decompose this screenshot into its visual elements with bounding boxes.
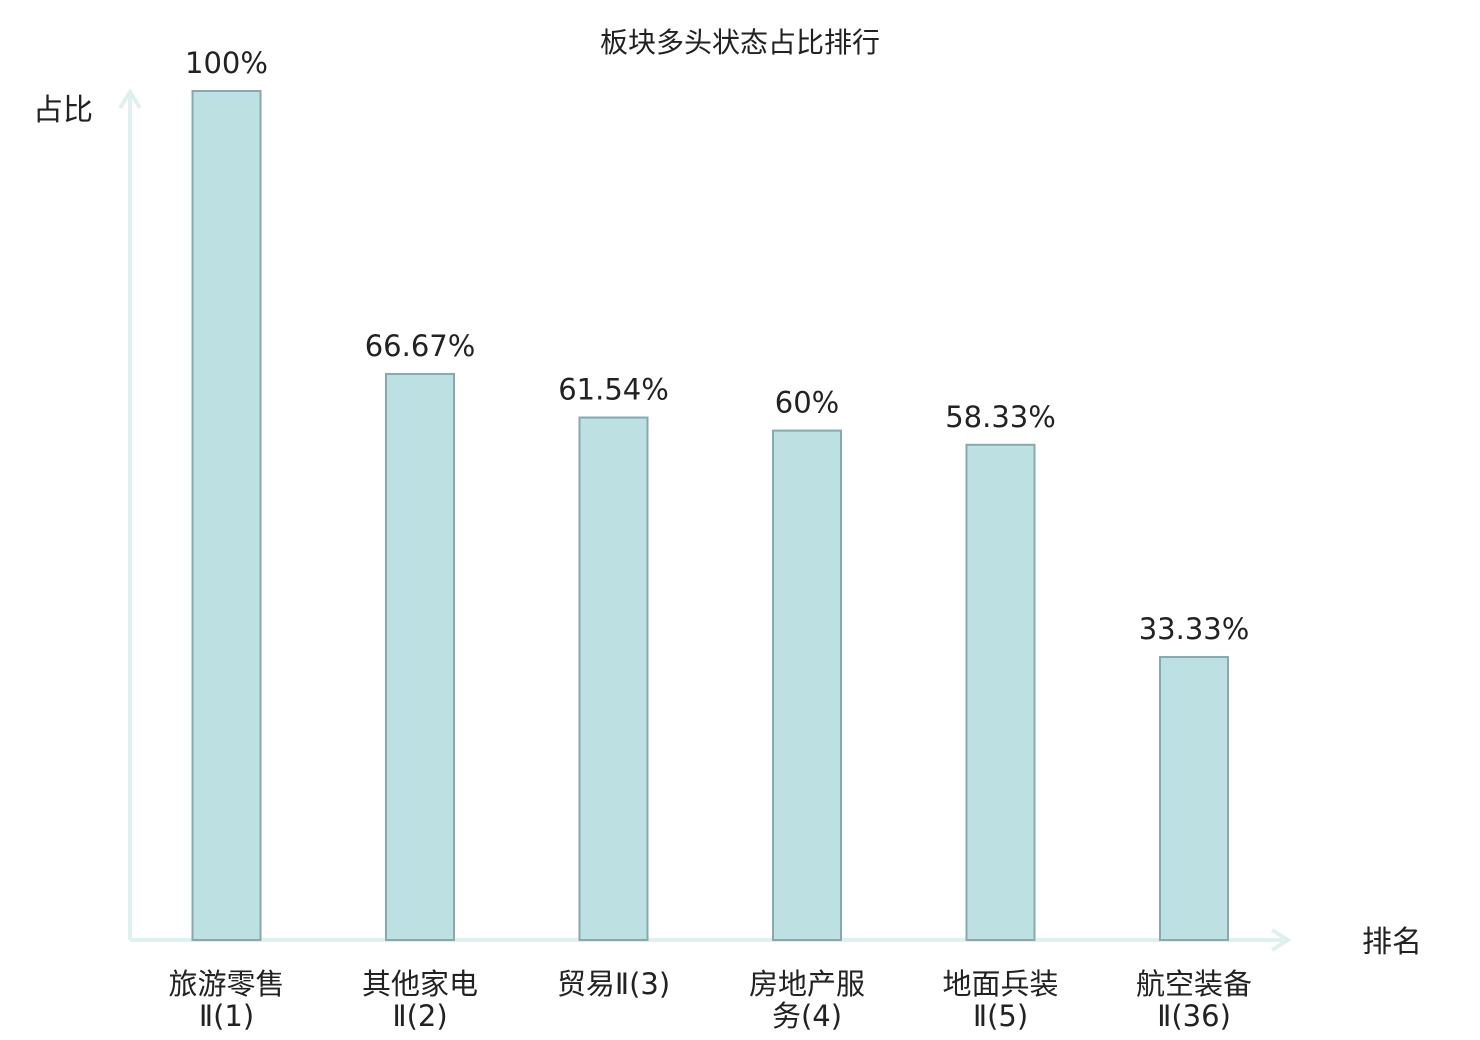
bar bbox=[772, 429, 842, 941]
y-axis-arrow bbox=[118, 88, 142, 110]
category-label: 其他家电 bbox=[362, 967, 478, 1001]
value-label: 60% bbox=[775, 386, 839, 420]
category-label: 旅游零售 bbox=[168, 967, 284, 1001]
x-axis-arrow bbox=[1270, 928, 1292, 952]
bar bbox=[965, 443, 1036, 941]
chart-title: 板块多头状态占比排行 bbox=[600, 26, 880, 59]
bars-group bbox=[191, 90, 1229, 942]
category-label: 航空装备 bbox=[1136, 967, 1252, 1001]
value-label: 100% bbox=[185, 46, 268, 80]
category-label: 房地产服 bbox=[749, 967, 865, 1001]
category-label: Ⅱ(1) bbox=[199, 999, 254, 1033]
category-label: Ⅱ(36) bbox=[1157, 999, 1231, 1033]
category-label: 务(4) bbox=[772, 999, 842, 1033]
value-label: 61.54% bbox=[558, 373, 669, 407]
category-label: 贸易Ⅱ(3) bbox=[557, 967, 670, 1001]
category-label: Ⅱ(5) bbox=[973, 999, 1028, 1033]
bar bbox=[1159, 656, 1229, 942]
x-axis-label: 排名 bbox=[1362, 925, 1422, 960]
value-label: 66.67% bbox=[365, 329, 476, 363]
value-label: 58.33% bbox=[945, 400, 1056, 434]
x-axis bbox=[130, 928, 1292, 952]
y-axis-label: 占比 bbox=[33, 93, 93, 128]
category-label: Ⅱ(2) bbox=[392, 999, 447, 1033]
bar bbox=[578, 416, 649, 941]
y-axis bbox=[118, 88, 142, 940]
value-label: 33.33% bbox=[1139, 612, 1250, 646]
bar bbox=[191, 90, 262, 941]
category-label: 地面兵装 bbox=[942, 967, 1058, 1001]
bar bbox=[385, 372, 455, 942]
value-labels-group: 100% 66.67% 61.54% 60% 58.33% 33.33% bbox=[185, 46, 1249, 646]
